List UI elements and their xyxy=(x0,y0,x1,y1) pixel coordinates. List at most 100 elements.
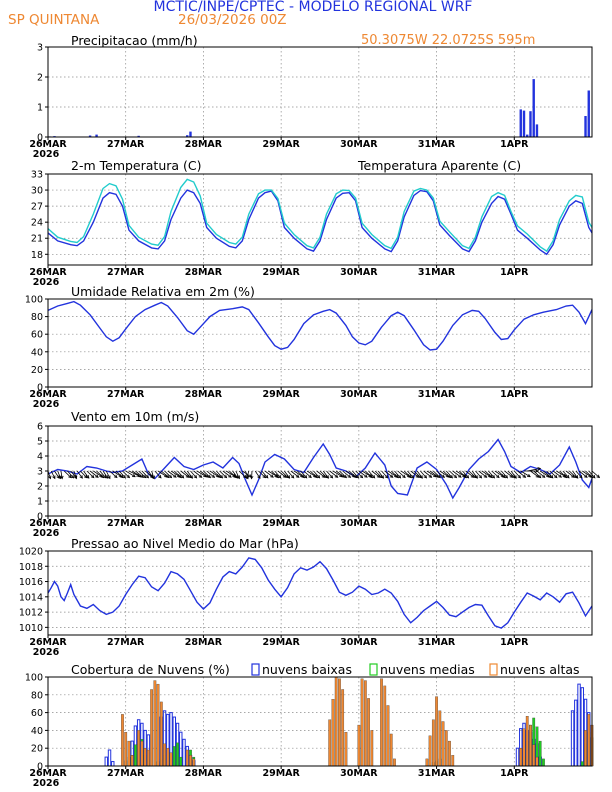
wind-vector-arrow xyxy=(478,470,488,478)
wind-arrow-head xyxy=(104,475,109,479)
cloud-bar-orange xyxy=(360,678,364,767)
wind-arrow-head xyxy=(85,475,90,479)
wind-arrow-shaft xyxy=(310,470,318,478)
wind-arrow-shaft xyxy=(115,470,124,478)
cloud-bar-blue xyxy=(104,756,109,767)
wind-arrow-head xyxy=(165,474,170,479)
wind-arrow-shaft xyxy=(99,470,107,479)
wind-vector-arrow xyxy=(355,470,364,479)
wind-vector-arrow xyxy=(533,470,542,479)
wind-vector-arrow xyxy=(89,470,99,478)
wind-arrow-shaft xyxy=(543,470,552,478)
wind-vector-arrow xyxy=(381,470,389,479)
wind-arrow-head xyxy=(314,474,318,479)
temp-series-line xyxy=(47,189,593,256)
wind-vector-arrow xyxy=(216,470,224,479)
cloud-frame xyxy=(47,676,593,767)
wind-arrow-shaft xyxy=(355,470,363,478)
wind-vector-arrow xyxy=(501,470,509,479)
wind-arrow-head xyxy=(584,474,588,478)
cloud-bar-orange xyxy=(448,740,451,767)
wind-xtick-label: 29MAR xyxy=(262,518,300,529)
wind-ytick-label: 5 xyxy=(37,437,43,448)
wind-arrow-shaft xyxy=(471,470,478,479)
temp-xtick-label: 1APR xyxy=(500,267,529,278)
wind-arrow-shaft xyxy=(449,470,457,478)
wind-arrow-shaft xyxy=(164,470,172,478)
pressure-ytick-label: 1012 xyxy=(19,608,43,619)
wind-vector-arrow xyxy=(420,470,428,479)
wind-arrow-shaft xyxy=(445,470,453,479)
wind-vector-arrow xyxy=(235,470,240,480)
wind-vector-arrow xyxy=(377,470,385,479)
wind-arrow-shaft xyxy=(203,470,211,478)
wind-arrow-shaft xyxy=(316,470,326,478)
wind-arrow-shaft xyxy=(462,470,469,479)
wind-arrow-shaft xyxy=(131,470,142,478)
wind-vector-arrow xyxy=(206,470,216,478)
cloud-bar-orange xyxy=(140,740,144,767)
wind-arrow-shaft xyxy=(287,470,295,479)
wind-arrow-shaft xyxy=(86,470,95,478)
wind-arrow-shaft xyxy=(293,470,304,478)
wind-frame xyxy=(47,425,593,517)
wind-arrow-head xyxy=(178,474,182,479)
pressure-xtick-label: 31MAR xyxy=(418,637,456,648)
wind-arrow-shaft xyxy=(235,470,240,479)
cloud-bar-blue xyxy=(182,738,186,767)
wind-vector-arrow xyxy=(423,470,433,478)
cloud-bar-orange xyxy=(189,755,192,767)
precip-bar xyxy=(137,135,140,137)
cloud-bar-blue xyxy=(577,683,581,767)
wind-vector-arrow xyxy=(575,470,583,479)
wind-arrow-shaft xyxy=(271,470,279,478)
wind-arrow-shaft xyxy=(407,470,414,479)
wind-arrow-head xyxy=(189,475,193,479)
wind-arrow-shaft xyxy=(442,470,451,478)
wind-arrow-shaft xyxy=(387,470,398,478)
wind-arrow-head xyxy=(380,475,385,479)
wind-vector-arrow xyxy=(527,467,542,472)
wind-arrow-shaft xyxy=(216,470,223,479)
wind-arrow-head xyxy=(257,475,261,479)
wind-vector-arrow xyxy=(261,470,269,479)
cloud-panel: 26MAR 27MAR 28MAR 29MAR 30MAR 31MAR 1APR 2026 0 2… xyxy=(25,662,594,789)
wind-vector-arrow xyxy=(326,470,334,479)
pressure-ytick-label: 1016 xyxy=(19,577,43,588)
wind-arrow-head xyxy=(441,474,446,478)
wind-vector-arrow xyxy=(433,470,441,479)
wind-arrow-shaft xyxy=(365,470,373,478)
temp-year-label: 2026 xyxy=(33,277,60,288)
wind-arrow-head xyxy=(522,474,527,478)
temp-ytick-label: 18 xyxy=(31,250,43,261)
wind-arrow-head xyxy=(303,474,308,479)
cloud-bar-orange xyxy=(431,719,435,767)
wind-arrow-shaft xyxy=(452,470,462,478)
temp-series-line xyxy=(47,178,593,253)
temp-title: 2-m Temperatura (C) xyxy=(71,158,202,173)
rh-xtick-label: 30MAR xyxy=(340,389,378,400)
cloud-bar-orange xyxy=(159,701,163,767)
cloud-bar-orange xyxy=(380,678,383,767)
wind-arrow-head xyxy=(395,474,399,479)
wind-arrow-head xyxy=(228,474,232,478)
wind-arrow-shaft xyxy=(358,470,368,478)
rh-title: Umidade Relativa em 2m (%) xyxy=(71,284,255,299)
wind-arrow-head xyxy=(180,474,185,479)
wind-vector-arrow xyxy=(407,470,415,479)
wind-arrow-shaft xyxy=(209,470,220,478)
cloud-bar-blue xyxy=(107,749,112,767)
wind-arrow-head xyxy=(502,474,506,479)
wind-arrow-head xyxy=(537,467,542,471)
rh-ytick-label: 100 xyxy=(25,295,43,306)
cloud-ytick-label: 80 xyxy=(31,690,43,701)
wind-arrow-head xyxy=(207,474,212,479)
wind-arrow-shaft xyxy=(439,470,450,478)
wind-arrow-head xyxy=(68,474,72,479)
cloud-bar-blue xyxy=(515,747,520,767)
wind-arrow-shaft xyxy=(468,470,477,478)
wind-arrow-head xyxy=(316,474,321,479)
wind-vector-arrow xyxy=(390,470,399,479)
wind-vector-arrow xyxy=(274,470,282,479)
precip-ytick-label: 1 xyxy=(37,103,43,114)
